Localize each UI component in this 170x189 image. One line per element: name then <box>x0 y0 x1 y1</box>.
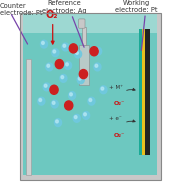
Circle shape <box>90 47 98 56</box>
Circle shape <box>94 63 101 71</box>
FancyBboxPatch shape <box>142 29 145 155</box>
Circle shape <box>78 77 81 80</box>
Text: Reference
electrode: Ag: Reference electrode: Ag <box>42 0 87 13</box>
FancyBboxPatch shape <box>20 175 161 180</box>
Circle shape <box>43 83 50 91</box>
Circle shape <box>55 60 63 69</box>
Circle shape <box>60 74 67 82</box>
Circle shape <box>38 97 45 105</box>
Circle shape <box>44 84 47 87</box>
Circle shape <box>63 44 66 47</box>
Circle shape <box>55 119 62 126</box>
Circle shape <box>56 120 58 123</box>
Circle shape <box>77 76 84 84</box>
Circle shape <box>88 97 95 105</box>
Circle shape <box>83 112 90 119</box>
Circle shape <box>75 50 82 58</box>
Text: O₂⁻: O₂⁻ <box>113 101 125 106</box>
Circle shape <box>62 43 69 51</box>
FancyBboxPatch shape <box>82 27 86 45</box>
Circle shape <box>65 62 72 69</box>
FancyBboxPatch shape <box>157 13 161 180</box>
FancyBboxPatch shape <box>79 45 89 85</box>
Text: Counter
electrode: Pt: Counter electrode: Pt <box>0 3 42 16</box>
Circle shape <box>89 98 92 101</box>
Circle shape <box>53 50 56 53</box>
Circle shape <box>70 93 72 96</box>
FancyBboxPatch shape <box>23 33 157 175</box>
Circle shape <box>95 64 98 67</box>
Text: Working
electrode: Pt: Working electrode: Pt <box>115 0 157 13</box>
Circle shape <box>101 87 104 90</box>
Circle shape <box>73 114 80 122</box>
Circle shape <box>47 64 50 67</box>
Circle shape <box>100 86 107 94</box>
Circle shape <box>84 113 86 116</box>
Text: O₂: O₂ <box>46 10 58 20</box>
FancyBboxPatch shape <box>23 13 157 33</box>
Circle shape <box>79 70 88 79</box>
Circle shape <box>50 85 58 94</box>
Circle shape <box>66 63 68 66</box>
FancyBboxPatch shape <box>139 29 142 155</box>
Circle shape <box>39 98 42 101</box>
Circle shape <box>51 100 58 108</box>
Circle shape <box>61 76 64 79</box>
Circle shape <box>76 51 78 54</box>
FancyBboxPatch shape <box>20 13 23 180</box>
FancyBboxPatch shape <box>145 29 150 155</box>
Circle shape <box>69 91 76 99</box>
Circle shape <box>40 40 48 48</box>
Circle shape <box>46 63 53 71</box>
FancyBboxPatch shape <box>26 59 31 175</box>
Circle shape <box>52 49 59 57</box>
Circle shape <box>96 49 98 52</box>
Circle shape <box>69 44 78 53</box>
Text: + e⁻: + e⁻ <box>109 116 122 121</box>
Circle shape <box>65 101 73 110</box>
Circle shape <box>42 41 44 44</box>
FancyBboxPatch shape <box>79 19 85 28</box>
Text: O₂⁻: O₂⁻ <box>113 133 125 138</box>
Text: + M⁺: + M⁺ <box>109 84 123 90</box>
Circle shape <box>52 101 55 104</box>
Circle shape <box>74 116 77 119</box>
Circle shape <box>95 47 102 55</box>
